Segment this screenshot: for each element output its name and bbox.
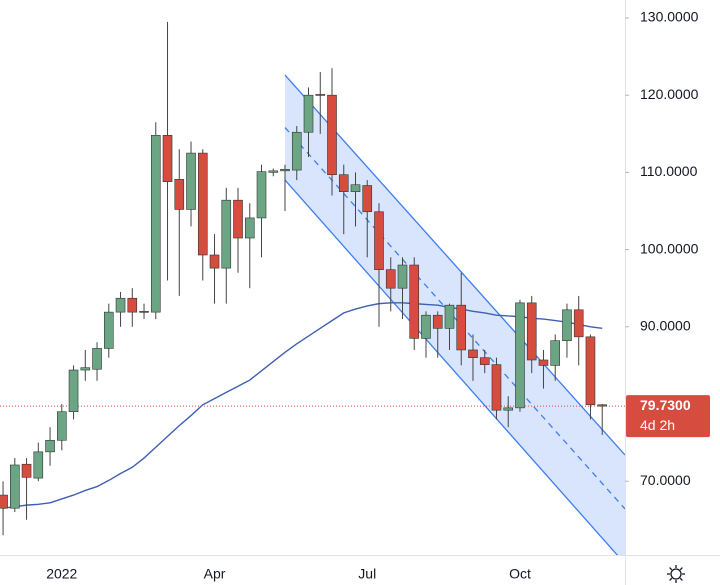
candle-body [350,184,361,192]
candle-body [186,152,196,210]
channel-lower [284,179,619,555]
candle-body [80,367,91,371]
candle-body [280,169,290,172]
candle-body [45,439,55,453]
candle-body [174,179,185,210]
candle-body [21,463,32,478]
candle-body [456,304,467,351]
y-tick-label: 120.0000 [640,86,699,102]
candle-body [56,411,67,441]
candle-body [573,309,584,338]
candle-body [550,340,561,366]
y-tick-label: 70.0000 [640,472,691,488]
candle-body [315,94,326,96]
candle-body [33,451,44,479]
candle-body [374,211,384,270]
candle-body [209,254,220,269]
candle-body [515,302,525,409]
y-tick-label: 130.0000 [640,9,699,25]
channel-upper [284,74,625,456]
candle-body [162,135,173,182]
candle-body [268,170,279,173]
candle-body [397,264,408,289]
last-price-label: 79.7300 [640,397,691,413]
candle-body [68,369,79,413]
candle-body [432,314,443,329]
candle-body [479,357,490,365]
candle-body [103,311,114,349]
candle-body [244,217,255,239]
channel-middle [284,127,625,510]
candle-body [256,171,267,219]
y-tick-label: 90.0000 [640,317,691,333]
settings-icon[interactable] [667,565,685,583]
candle-body [468,349,478,358]
candle-body [221,199,232,269]
candle-body [327,94,337,176]
countdown-label: 4d 2h [640,417,675,433]
candle-body [562,309,572,341]
candle-body [409,264,420,339]
candle-body [115,297,126,313]
x-tick-label: 2022 [46,566,77,582]
candle-body [421,314,431,339]
candle-body [385,269,396,289]
x-tick-label: Apr [204,566,226,582]
candle-body [338,174,349,192]
candle-body [362,185,373,213]
candle-body [291,131,302,171]
moving-average [2,302,603,509]
y-tick-label: 100.0000 [640,240,699,256]
x-tick-label: Oct [509,566,531,582]
candle-body [139,311,149,313]
candle-body [10,464,20,509]
candle-body [303,94,314,133]
candle-body [127,297,138,313]
candle-body [526,302,537,361]
candle-body [538,359,549,366]
candle-body [150,135,161,313]
plot [0,21,625,555]
y-tick-label: 110.0000 [640,163,698,179]
candle-body [92,348,102,370]
candle-body [444,304,455,329]
candle-body [197,152,208,256]
candle-body [233,199,243,239]
candle-body [585,336,596,406]
last-price-box [626,395,710,438]
x-tick-label: Jul [358,566,376,582]
candle-body [503,407,514,411]
candle-body [597,404,608,407]
candle-body [491,364,502,411]
candle-body [0,494,8,509]
